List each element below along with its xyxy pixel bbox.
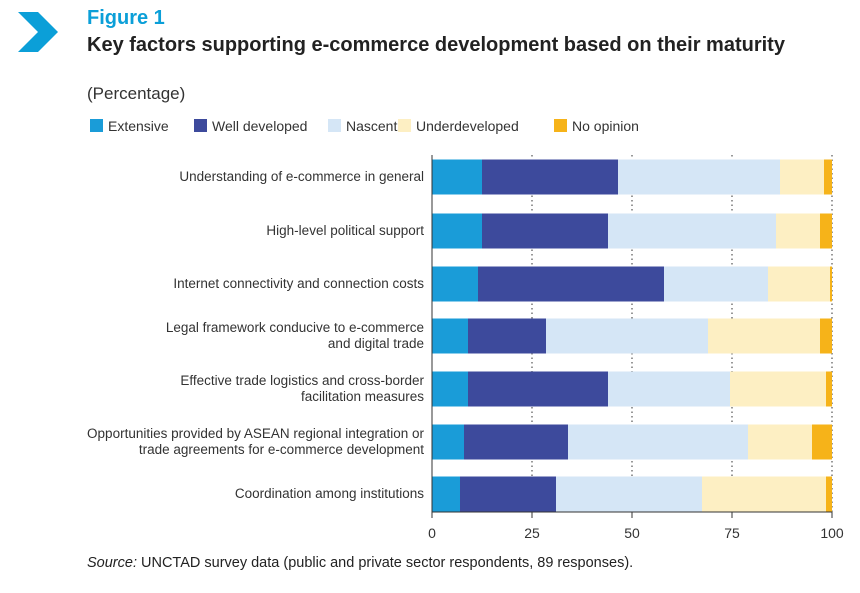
category-label-line: Coordination among institutions	[234, 486, 424, 501]
category-label-line: High-level political support	[266, 223, 424, 238]
legend-swatch	[194, 119, 207, 132]
x-tick-label-0: 0	[428, 525, 436, 541]
category-label: Legal framework conducive to e-commerce a…	[64, 320, 424, 352]
bar-extensive-row-7	[432, 476, 460, 512]
category-label-line: facilitation measures	[300, 389, 424, 404]
bar-well-developed-row-6	[464, 424, 568, 460]
legend-item-nascent: Nascent	[328, 118, 397, 134]
legend-item-underdeveloped: Underdeveloped	[398, 118, 519, 134]
bar-extensive-row-2	[432, 213, 482, 249]
bar-no-opinion-row-2	[820, 213, 832, 249]
legend-item-well-developed: Well developed	[194, 118, 307, 134]
legend-label: Well developed	[212, 118, 308, 134]
category-label: High-level political support	[64, 223, 424, 239]
chevron-right-icon	[18, 12, 58, 52]
bar-well-developed-row-2	[482, 213, 608, 249]
source-text: UNCTAD survey data (public and private s…	[136, 555, 634, 571]
legend-swatch	[554, 119, 567, 132]
category-label-line: Understanding of e-commerce in general	[179, 169, 424, 184]
bar-nascent-row-1	[618, 159, 780, 195]
bar-underdeveloped-row-5	[730, 371, 826, 407]
bar-no-opinion-row-7	[826, 476, 832, 512]
bar-underdeveloped-row-7	[702, 476, 826, 512]
x-tick-label-100: 100	[820, 525, 844, 541]
category-label-line: trade agreements for e-commerce developm…	[138, 442, 424, 457]
bar-nascent-row-7	[556, 476, 702, 512]
category-label-line: Opportunities provided by ASEAN regional…	[87, 426, 424, 441]
category-label: Coordination among institutions	[64, 486, 424, 502]
figure-label: Figure 1	[87, 7, 165, 29]
legend-item-extensive: Extensive	[90, 118, 169, 134]
bar-nascent-row-6	[568, 424, 748, 460]
bar-well-developed-row-5	[468, 371, 608, 407]
bar-underdeveloped-row-1	[780, 159, 824, 195]
bar-no-opinion-row-5	[826, 371, 832, 407]
bar-nascent-row-2	[608, 213, 776, 249]
bar-extensive-row-3	[432, 266, 478, 302]
bar-extensive-row-4	[432, 318, 468, 354]
figure-subtitle: (Percentage)	[87, 84, 186, 103]
bar-underdeveloped-row-6	[748, 424, 812, 460]
category-label-line: Legal framework conducive to e-commerce	[165, 320, 424, 335]
legend-swatch	[398, 119, 411, 132]
bar-underdeveloped-row-2	[776, 213, 820, 249]
bar-extensive-row-6	[432, 424, 464, 460]
legend-label: Nascent	[346, 118, 398, 134]
bar-well-developed-row-4	[468, 318, 546, 354]
bar-no-opinion-row-4	[820, 318, 832, 354]
category-label-line: Effective trade logistics and cross-bord…	[180, 373, 424, 388]
bar-well-developed-row-1	[482, 159, 618, 195]
bar-well-developed-row-3	[478, 266, 664, 302]
stacked-bar-chart: 0 25 50 75 100	[428, 155, 844, 541]
legend-label: No opinion	[572, 118, 639, 134]
x-tick-label-25: 25	[524, 525, 540, 541]
x-tick-label-50: 50	[624, 525, 640, 541]
category-label-line: and digital trade	[327, 336, 424, 351]
legend-item-no-opinion: No opinion	[554, 118, 639, 134]
legend-swatch	[328, 119, 341, 132]
bar-nascent-row-3	[664, 266, 768, 302]
category-label: Internet connectivity and connection cos…	[64, 276, 424, 292]
bar-extensive-row-1	[432, 159, 482, 195]
bar-no-opinion-row-1	[824, 159, 832, 195]
bar-underdeveloped-row-3	[768, 266, 830, 302]
category-label: Opportunities provided by ASEAN regional…	[64, 426, 424, 458]
bar-well-developed-row-7	[460, 476, 556, 512]
source-prefix: Source:	[87, 555, 137, 571]
category-label: Effective trade logistics and cross-bord…	[64, 373, 424, 405]
x-tick-label-75: 75	[724, 525, 740, 541]
category-label: Understanding of e-commerce in general	[64, 169, 424, 185]
figure-title: Key factors supporting e-commerce develo…	[87, 34, 785, 56]
legend-swatch	[90, 119, 103, 132]
bar-no-opinion-row-3	[830, 266, 832, 302]
bar-no-opinion-row-6	[812, 424, 832, 460]
source-note: Source: UNCTAD survey data (public and p…	[87, 555, 633, 571]
bar-nascent-row-4	[546, 318, 708, 354]
bar-underdeveloped-row-4	[708, 318, 820, 354]
legend-label: Extensive	[108, 118, 169, 134]
legend-label: Underdeveloped	[416, 118, 519, 134]
category-label-line: Internet connectivity and connection cos…	[173, 276, 424, 291]
bar-extensive-row-5	[432, 371, 468, 407]
bar-nascent-row-5	[608, 371, 730, 407]
